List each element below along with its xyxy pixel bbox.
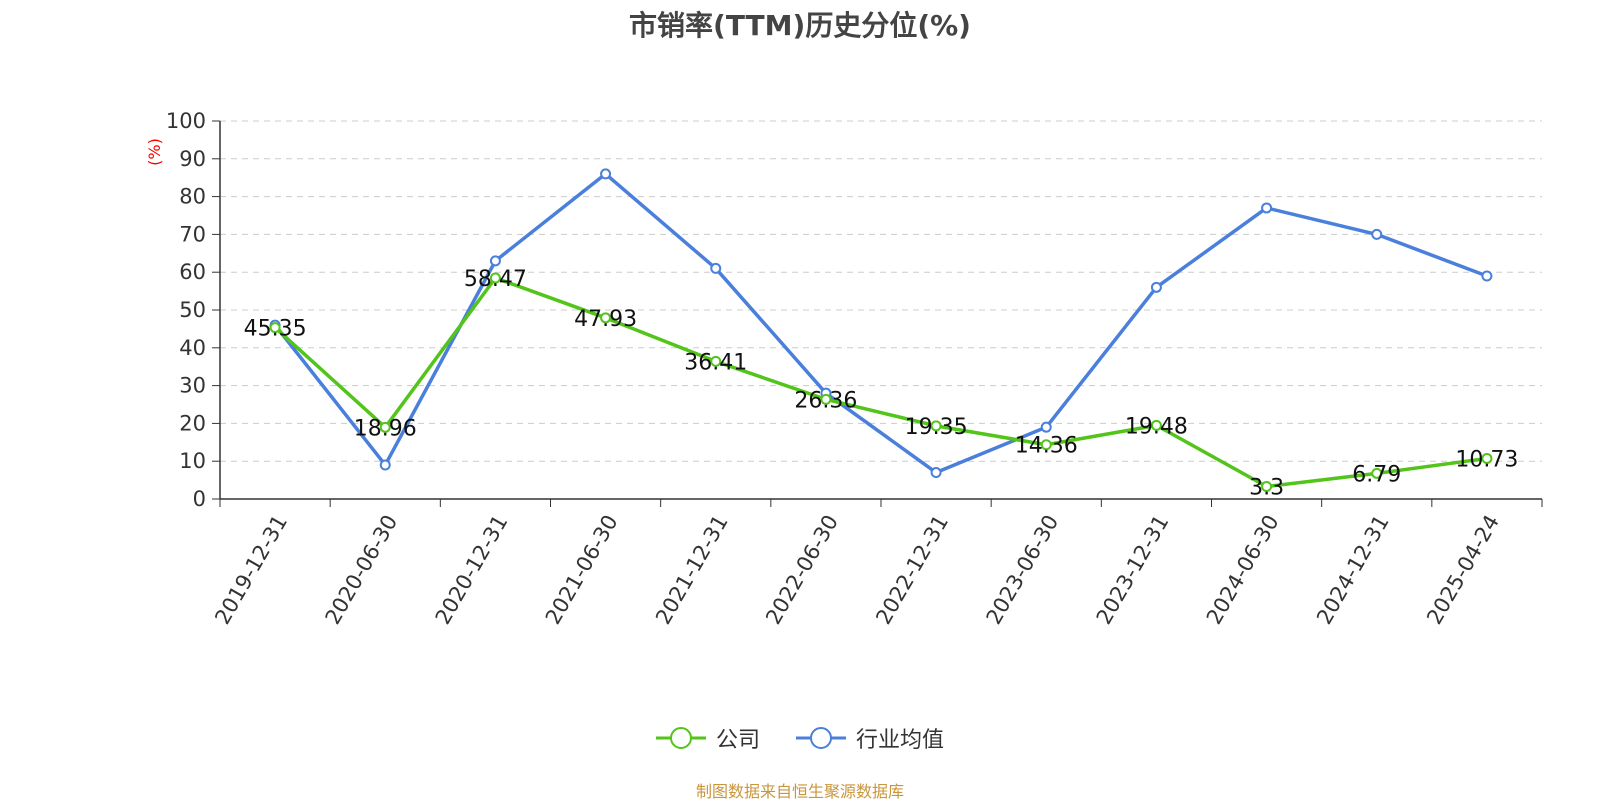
y-axis-label: (%): [145, 138, 164, 166]
data-point: [1261, 202, 1273, 214]
data-labels: 45.35 18.96 58.47 47.93 36.41 26.36 19.35 14.36…: [244, 267, 1519, 501]
x-tick-label: 2020-06-30: [321, 511, 403, 629]
series-lines: [269, 168, 1493, 493]
data-point: [1371, 467, 1383, 479]
source-note: 制图数据来自恒生聚源数据库: [695, 782, 904, 801]
x-tick-label: 2019-12-31: [210, 511, 292, 629]
x-tick-label: 2022-06-30: [761, 511, 843, 629]
x-tick-label: 2022-12-31: [871, 511, 953, 629]
y-tick-label: 10: [179, 449, 206, 473]
data-point: [930, 420, 942, 432]
legend: 公司 行业均值: [0, 722, 1600, 754]
y-tick-label: 70: [179, 222, 206, 246]
y-tick-label: 20: [179, 411, 206, 435]
x-tick-label: 2021-12-31: [651, 511, 733, 629]
data-label: 19.35: [905, 415, 968, 440]
data-point: [710, 355, 722, 367]
x-tick-label: 2021-06-30: [541, 511, 623, 629]
x-tick-label: 2024-06-30: [1202, 511, 1284, 629]
data-point: [1150, 281, 1162, 293]
y-tick-label: 90: [179, 147, 206, 171]
data-point: [1261, 481, 1273, 493]
data-label: 18.96: [354, 416, 417, 441]
x-tick-label: 2025-04-24: [1422, 511, 1504, 629]
legend-swatch-industry-icon: [796, 727, 846, 749]
y-tick-label: 80: [179, 185, 206, 209]
data-point: [1371, 228, 1383, 240]
data-point: [489, 272, 501, 284]
legend-item-company[interactable]: 公司: [655, 722, 760, 754]
series-line-0: [273, 276, 1488, 489]
data-point: [820, 393, 832, 405]
x-tick-label: 2020-12-31: [431, 511, 513, 629]
chart-title: 市销率(TTM)历史分位(%): [629, 9, 971, 42]
y-tick-label: 40: [179, 336, 206, 360]
series-line-1: [273, 172, 1488, 475]
data-point: [1040, 421, 1052, 433]
data-label: 47.93: [574, 307, 637, 332]
x-tick-label: 2024-12-31: [1312, 511, 1394, 629]
data-label: 3.3: [1249, 476, 1284, 501]
legend-swatch-company-icon: [655, 727, 706, 749]
data-point: [1481, 270, 1493, 282]
y-tick-label: 30: [179, 374, 206, 398]
legend-item-industry[interactable]: 行业均值: [796, 722, 944, 754]
data-point: [379, 459, 391, 471]
grid-lines: [220, 120, 1542, 462]
data-point: [600, 168, 612, 180]
data-point: [1481, 452, 1493, 464]
y-tick-label: 100: [166, 109, 206, 133]
data-point: [269, 322, 281, 334]
data-point: [379, 421, 391, 433]
data-point: [600, 312, 612, 324]
legend-label-company: 公司: [715, 728, 760, 753]
data-label: 10.73: [1455, 447, 1518, 472]
data-label: 45.35: [244, 317, 307, 342]
y-tick-label: 0: [193, 487, 206, 511]
x-tick-label: 2023-06-30: [982, 511, 1064, 629]
y-tick-label: 60: [179, 260, 206, 284]
x-tick-label: 2023-12-31: [1092, 511, 1174, 629]
data-point: [489, 255, 501, 267]
legend-label-industry: 行业均值: [856, 728, 945, 753]
data-label: 19.48: [1125, 414, 1188, 439]
axes: 0 10 20 30 40 50 60 70 80 90 100 2019-12-31 2020-06-…: [166, 109, 1543, 629]
data-label: 14.36: [1015, 434, 1078, 459]
data-label: 36.41: [684, 350, 747, 375]
data-point: [1040, 439, 1052, 451]
data-point: [930, 467, 942, 479]
data-label: 58.47: [464, 267, 527, 292]
data-point: [710, 262, 722, 274]
data-point: [1150, 419, 1162, 431]
data-label: 26.36: [794, 388, 857, 413]
data-label: 6.79: [1352, 462, 1401, 487]
y-tick-label: 50: [179, 298, 206, 322]
